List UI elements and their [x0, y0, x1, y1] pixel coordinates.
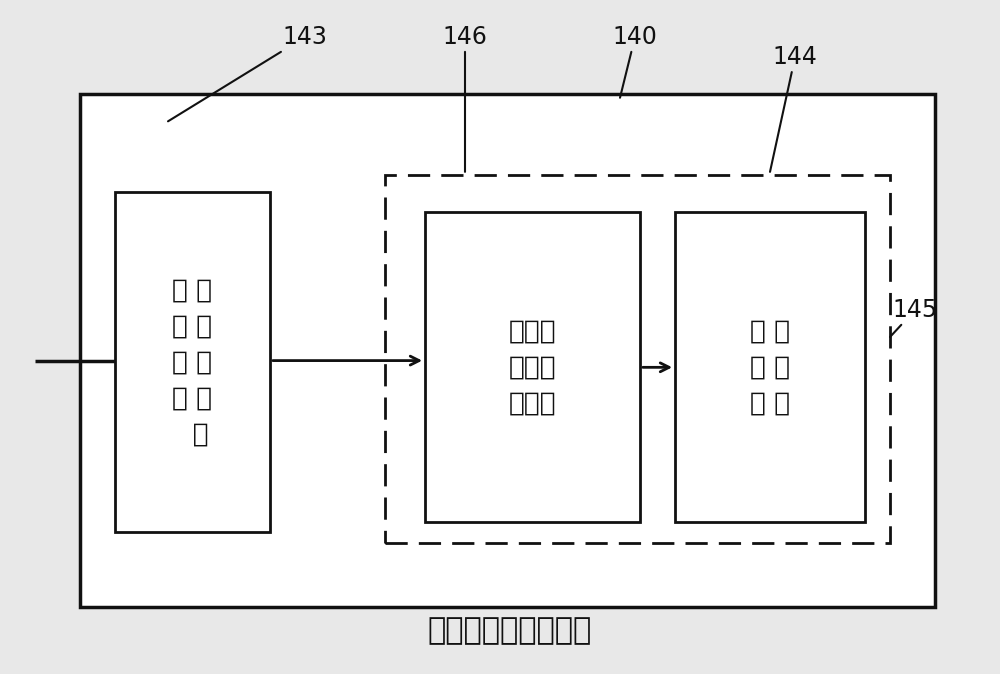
Text: 143: 143 [168, 25, 327, 121]
Text: 第 二
射 频
功 率
产 生
  器: 第 二 射 频 功 率 产 生 器 [172, 277, 213, 448]
Text: 等离子体射频功率源: 等离子体射频功率源 [428, 615, 592, 645]
Text: 144: 144 [770, 45, 817, 172]
Text: 145: 145 [890, 298, 938, 337]
Bar [425, 212, 640, 522]
Text: 146: 146 [443, 25, 487, 172]
Text: 第 二
微 处
理 器: 第 二 微 处 理 器 [750, 318, 790, 417]
Text: 140: 140 [613, 25, 657, 98]
Bar [385, 175, 890, 543]
Bar [115, 192, 270, 532]
Bar [675, 212, 865, 522]
Bar [80, 94, 935, 607]
Text: 第二脉
宽调制
控制器: 第二脉 宽调制 控制器 [509, 318, 556, 417]
